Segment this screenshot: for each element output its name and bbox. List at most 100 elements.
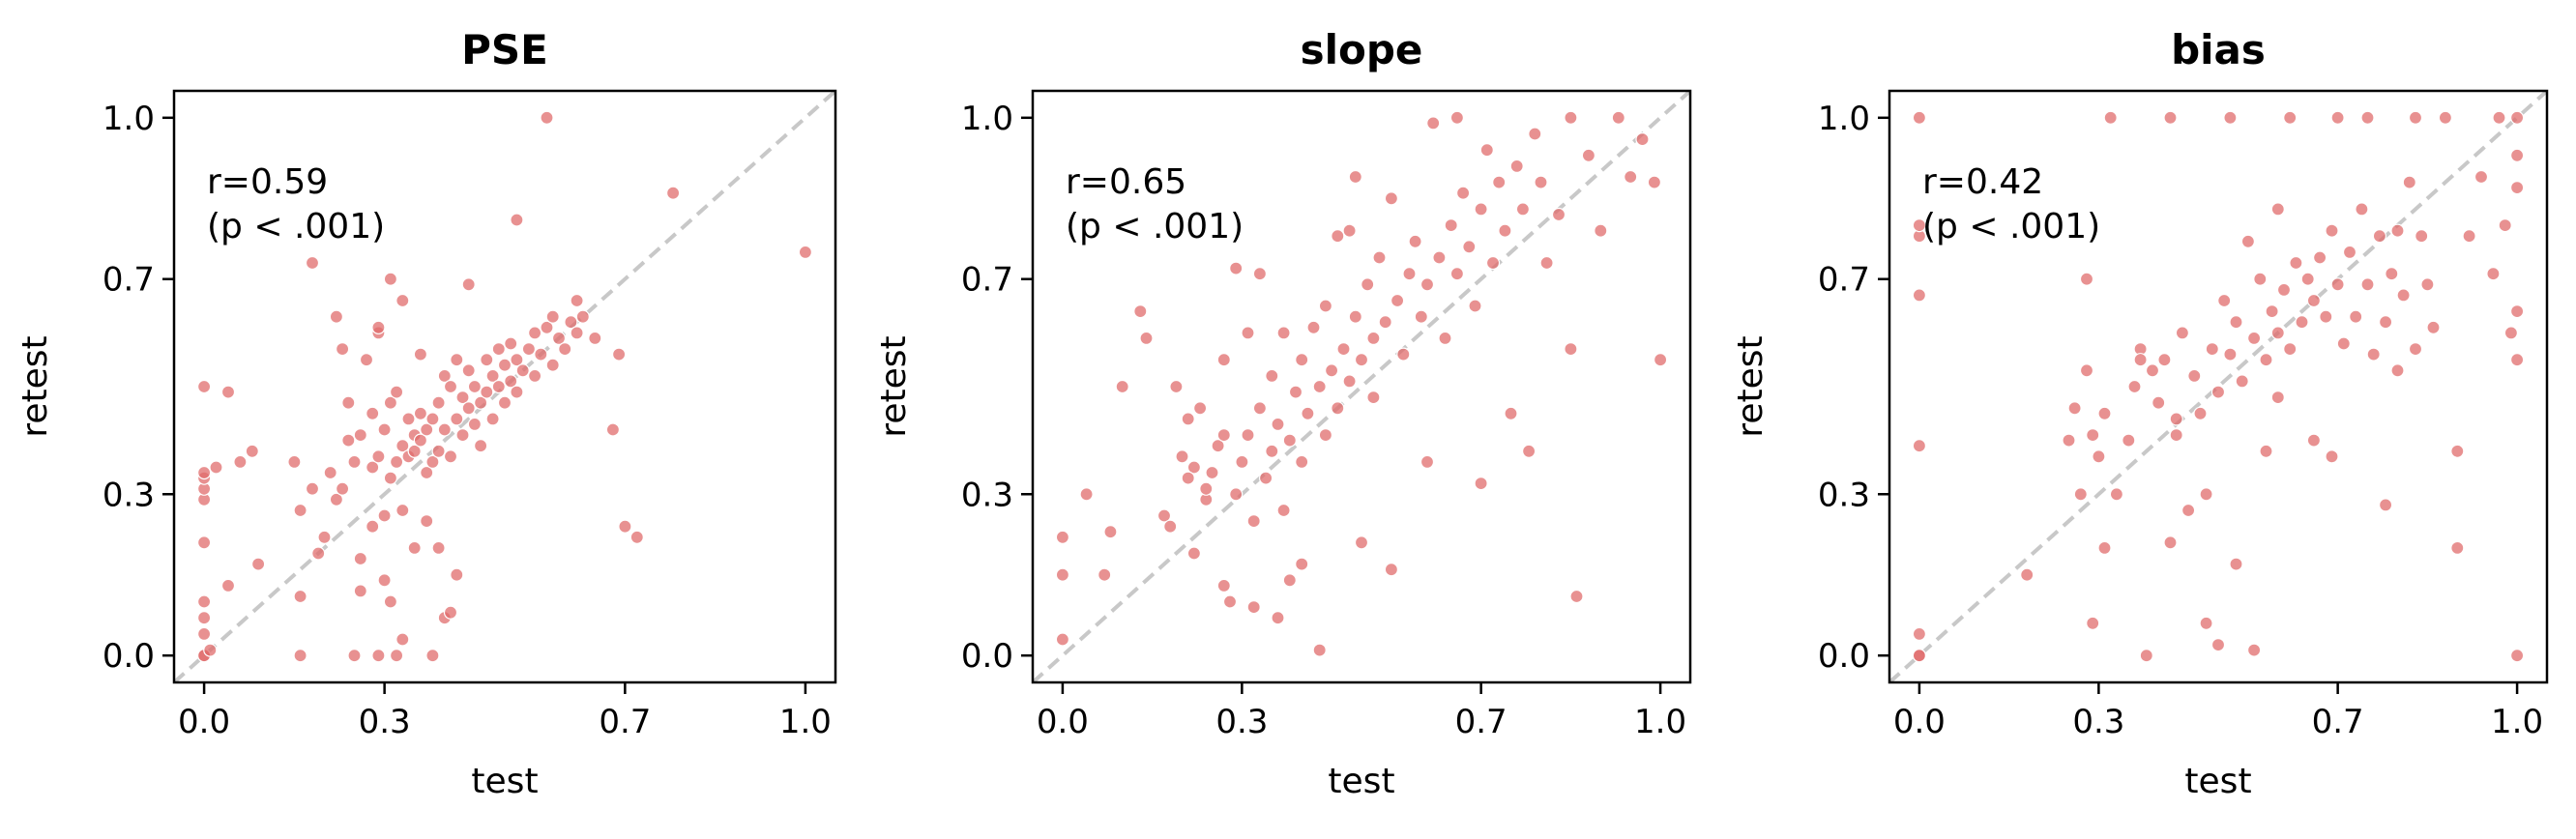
data-point [2163,110,2178,125]
data-point [605,422,621,437]
data-point [2319,309,2333,324]
data-point [1241,428,1255,443]
data-point [383,594,397,609]
data-point [1509,159,1524,173]
x-tick-label: 0.7 [2312,703,2364,741]
data-point [353,428,367,443]
data-point [2259,444,2273,458]
data-point [1235,454,1249,469]
data-point [2127,379,2142,394]
data-point [1169,379,1184,394]
y-tick-label: 0.3 [961,476,1013,514]
data-point [2181,503,2196,518]
data-point [2510,353,2525,367]
data-point [2360,110,2375,125]
data-point [233,454,248,469]
data-point [2139,649,2153,663]
data-point [2349,309,2363,324]
data-point [2169,428,2183,443]
data-point [2210,637,2226,652]
data-point [2372,229,2386,244]
data-point [209,460,223,475]
data-point [1653,353,1668,367]
data-point [497,358,512,372]
x-tick-label: 0.7 [599,703,651,741]
data-point [1055,530,1070,544]
data-point [2503,326,2518,340]
data-point [420,422,434,437]
data-point [366,519,380,534]
data-point [2396,288,2411,303]
data-point [2438,110,2452,125]
data-point [1295,353,1309,367]
data-point [2492,110,2506,125]
stat-annotation: (p < .001) [1066,207,1244,246]
data-point [1246,513,1261,529]
data-point [2169,412,2183,426]
data-point [467,417,482,431]
data-point [611,347,627,362]
data-point [1444,218,1458,233]
data-point [293,503,307,518]
data-point [197,594,212,609]
data-point [2247,331,2262,345]
data-point [197,626,212,642]
data-point [1288,385,1303,399]
data-point [366,460,380,475]
data-point [1539,255,1554,271]
stat-annotation: (p < .001) [207,207,385,246]
data-point [2355,202,2369,217]
x-axis-label: test [2184,762,2251,801]
data-point [1271,417,1285,431]
data-point [293,649,307,663]
data-point [353,551,367,566]
data-point [534,347,548,362]
stat-annotation: r=0.59 [207,162,328,202]
data-point [2402,175,2416,189]
x-axis-label: test [471,762,538,801]
data-point [1163,519,1178,534]
data-point [1331,401,1345,416]
data-point [1474,202,1488,217]
data-point [2109,487,2123,502]
data-point [401,412,416,426]
data-point [1103,525,1118,539]
y-tick-label: 0.3 [102,476,155,514]
data-point [1306,320,1321,334]
data-point [2199,616,2213,630]
data-point [1282,573,1297,588]
data-point [2145,363,2160,378]
stat-annotation: r=0.65 [1066,162,1186,202]
data-point [2205,342,2219,357]
data-point [329,492,343,506]
data-point [1265,368,1279,383]
data-point [558,342,572,357]
data-point [395,503,410,518]
data-point [1438,331,1452,345]
data-point [2229,315,2243,330]
data-point [1211,439,1225,453]
data-point [485,368,500,383]
data-point [1432,250,1447,265]
data-point [2325,449,2339,464]
data-point [1455,186,1471,200]
panel-title: PSE [461,26,548,73]
data-point [1295,557,1309,571]
data-point [2306,433,2321,448]
data-point [1318,299,1333,313]
data-point [1055,567,1070,582]
data-point [407,540,422,556]
data-point [1521,444,1537,458]
data-point [390,454,404,469]
data-point [1186,546,1202,561]
data-point [1384,563,1399,577]
data-point [510,385,524,399]
data-point [2229,557,2243,571]
data-point [425,649,440,663]
data-point [545,358,560,372]
x-tick-label: 0.3 [359,703,411,741]
data-point [1420,277,1435,292]
data-point [474,395,488,410]
y-tick-label: 0.7 [1818,261,1870,300]
